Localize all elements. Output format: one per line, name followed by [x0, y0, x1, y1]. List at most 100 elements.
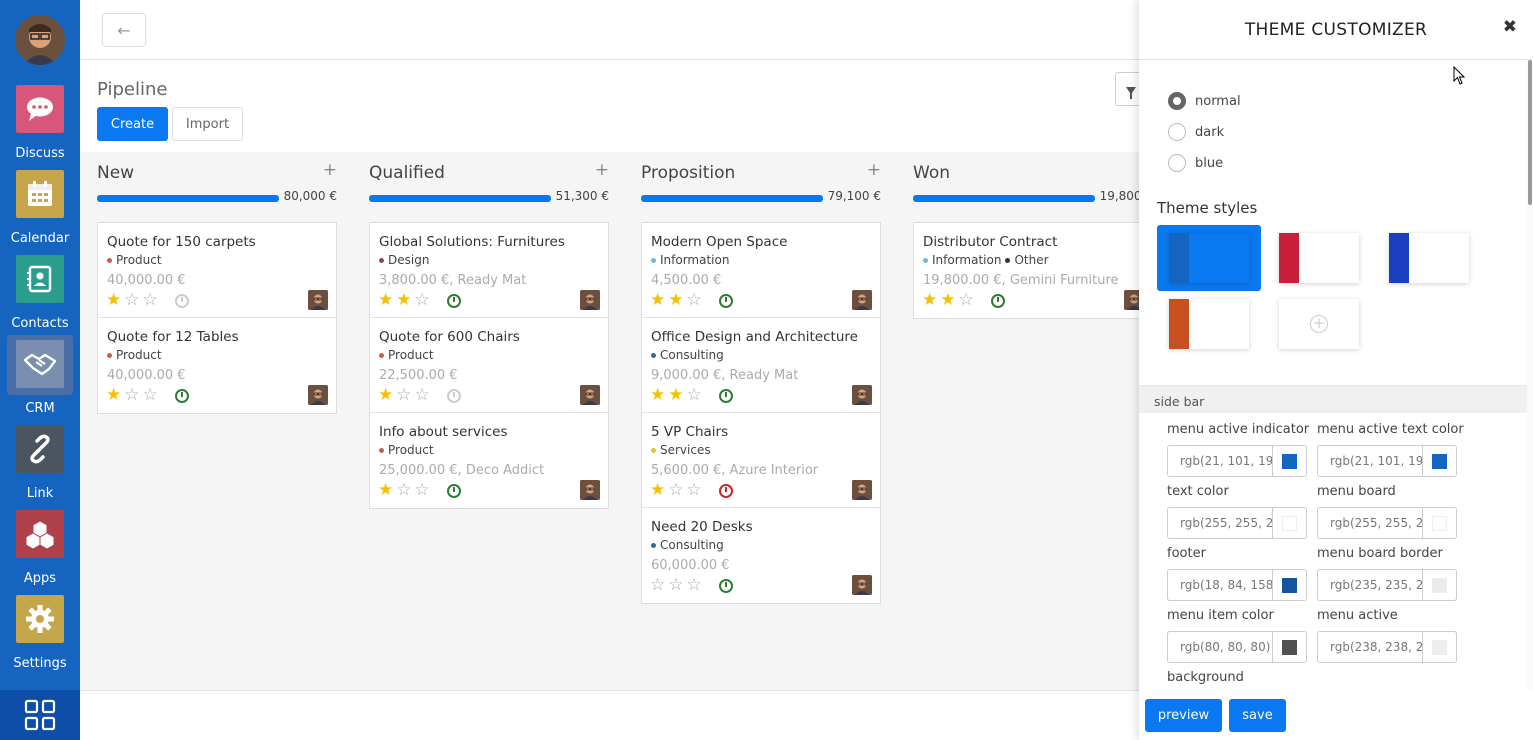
add-card-plus-icon[interactable]: + — [594, 160, 609, 180]
kanban-card[interactable]: Quote for 150 carpets Product 40,000.00 € ★… — [98, 223, 336, 318]
import-button[interactable]: Import — [172, 107, 243, 141]
menu-board-field[interactable]: rgb(255, 255, 255) — [1317, 507, 1457, 539]
star-icon[interactable]: ★ — [396, 290, 412, 310]
kanban-card[interactable]: Quote for 12 Tables Product 40,000.00 € ★ ☆ ☆ — [98, 318, 336, 413]
star-icon[interactable]: ★ — [922, 290, 938, 310]
priority-stars[interactable]: ★ ☆ ☆ — [378, 385, 433, 405]
color-preview-swatch[interactable] — [1282, 640, 1297, 655]
star-icon[interactable]: ★ — [650, 290, 666, 310]
kanban-card[interactable]: Quote for 600 Chairs Product 22,500.00 € ★ ☆… — [370, 318, 608, 413]
column-progress-bar[interactable] — [97, 195, 279, 202]
text-color-field[interactable]: rgb(255, 255, 255) — [1167, 507, 1307, 539]
kanban-card[interactable]: 5 VP Chairs Services 5,600.00 €, Azure Int… — [642, 413, 880, 508]
star-icon[interactable]: ☆ — [958, 290, 974, 310]
menu-active-text-color-field[interactable]: rgb(21, 101, 192) — [1317, 445, 1457, 477]
kanban-card[interactable]: Need 20 Desks Consulting 60,000.00 € ☆ ☆ ☆ — [642, 508, 880, 603]
star-icon[interactable]: ★ — [378, 385, 394, 405]
star-icon[interactable]: ☆ — [686, 480, 702, 500]
add-theme-style-button[interactable]: + — [1279, 299, 1359, 349]
radio-button[interactable] — [1168, 123, 1186, 141]
color-value-input[interactable]: rgb(235, 235, 235) — [1330, 578, 1422, 592]
section-header-side-bar[interactable]: side bar — [1139, 385, 1527, 413]
activity-clock-icon[interactable] — [719, 484, 733, 498]
add-card-plus-icon[interactable]: + — [322, 160, 337, 180]
kanban-card[interactable]: Info about services Product 25,000.00 €, D… — [370, 413, 608, 508]
color-preview-swatch[interactable] — [1432, 454, 1447, 469]
priority-stars[interactable]: ★ ☆ ☆ — [378, 480, 433, 500]
priority-stars[interactable]: ★ ★ ☆ — [650, 290, 705, 310]
radio-button[interactable] — [1168, 154, 1186, 172]
color-value-input[interactable]: rgb(238, 238, 238) — [1330, 640, 1422, 654]
star-icon[interactable]: ★ — [378, 290, 394, 310]
kanban-card[interactable]: Modern Open Space Information 4,500.00 € ★ ★… — [642, 223, 880, 318]
sidebar-item-contacts[interactable]: Contacts — [0, 255, 80, 340]
star-icon[interactable]: ★ — [106, 385, 122, 405]
star-icon[interactable]: ☆ — [686, 290, 702, 310]
color-preview-swatch[interactable] — [1432, 578, 1447, 593]
activity-clock-icon[interactable] — [447, 294, 461, 308]
star-icon[interactable]: ★ — [650, 385, 666, 405]
theme-mode-normal[interactable]: normal — [1168, 91, 1241, 111]
activity-clock-icon[interactable] — [175, 294, 189, 308]
activity-clock-icon[interactable] — [719, 389, 733, 403]
star-icon[interactable]: ☆ — [650, 575, 666, 595]
color-value-input[interactable]: rgb(21, 101, 192) — [1180, 454, 1272, 468]
priority-stars[interactable]: ★ ★ ☆ — [650, 385, 705, 405]
color-value-input[interactable]: rgb(255, 255, 255) — [1330, 516, 1422, 530]
activity-clock-icon[interactable] — [719, 294, 733, 308]
star-icon[interactable]: ☆ — [668, 480, 684, 500]
radio-button[interactable] — [1168, 92, 1186, 110]
menu-active-field[interactable]: rgb(238, 238, 238) — [1317, 631, 1457, 663]
priority-stars[interactable]: ★ ☆ ☆ — [106, 290, 161, 310]
sidebar-item-settings[interactable]: Settings — [0, 595, 80, 680]
priority-stars[interactable]: ☆ ☆ ☆ — [650, 575, 705, 595]
star-icon[interactable]: ☆ — [396, 480, 412, 500]
theme-style-swatch[interactable] — [1279, 233, 1359, 283]
color-preview-swatch[interactable] — [1282, 516, 1297, 531]
sidebar-item-crm[interactable]: CRM — [0, 335, 80, 425]
priority-stars[interactable]: ★ ★ ☆ — [922, 290, 977, 310]
color-value-input[interactable]: rgb(18, 84, 158) — [1180, 578, 1272, 592]
sidebar-item-apps[interactable]: Apps — [0, 510, 80, 595]
sidebar-item-calendar[interactable]: Calendar — [0, 170, 80, 255]
column-progress-bar[interactable] — [913, 195, 1095, 202]
star-icon[interactable]: ☆ — [414, 385, 430, 405]
color-preview-swatch[interactable] — [1282, 578, 1297, 593]
color-value-input[interactable]: rgb(21, 101, 192) — [1330, 454, 1422, 468]
activity-clock-icon[interactable] — [447, 389, 461, 403]
star-icon[interactable]: ★ — [668, 385, 684, 405]
column-progress-bar[interactable] — [369, 195, 551, 202]
user-avatar[interactable] — [15, 15, 65, 65]
kanban-card[interactable]: Distributor Contract Information Other 19,8… — [914, 223, 1152, 318]
star-icon[interactable]: ★ — [650, 480, 666, 500]
kanban-card[interactable]: Global Solutions: Furnitures Design 3,800.… — [370, 223, 608, 318]
back-button[interactable]: ← — [102, 13, 146, 47]
star-icon[interactable]: ☆ — [142, 290, 158, 310]
activity-clock-icon[interactable] — [447, 484, 461, 498]
menu-active-indicator-field[interactable]: rgb(21, 101, 192) — [1167, 445, 1307, 477]
color-value-input[interactable]: rgb(255, 255, 255) — [1180, 516, 1272, 530]
save-button[interactable]: save — [1229, 699, 1286, 732]
star-icon[interactable]: ☆ — [414, 290, 430, 310]
theme-style-swatch[interactable] — [1389, 233, 1469, 283]
star-icon[interactable]: ☆ — [142, 385, 158, 405]
menu-item-color-field[interactable]: rgb(80, 80, 80) — [1167, 631, 1307, 663]
scroll-thumb[interactable] — [1528, 60, 1532, 205]
star-icon[interactable]: ★ — [106, 290, 122, 310]
color-preview-swatch[interactable] — [1282, 454, 1297, 469]
footer-field[interactable]: rgb(18, 84, 158) — [1167, 569, 1307, 601]
color-preview-swatch[interactable] — [1432, 516, 1447, 531]
activity-clock-icon[interactable] — [991, 294, 1005, 308]
star-icon[interactable]: ☆ — [668, 575, 684, 595]
star-icon[interactable]: ☆ — [686, 385, 702, 405]
color-preview-swatch[interactable] — [1432, 640, 1447, 655]
star-icon[interactable]: ☆ — [686, 575, 702, 595]
apps-grid-button[interactable] — [0, 690, 80, 740]
star-icon[interactable]: ★ — [378, 480, 394, 500]
star-icon[interactable]: ★ — [668, 290, 684, 310]
column-progress-bar[interactable] — [641, 195, 823, 202]
panel-scrollbar[interactable] — [1527, 60, 1533, 690]
star-icon[interactable]: ☆ — [396, 385, 412, 405]
close-icon[interactable]: ✖ — [1502, 17, 1517, 37]
activity-clock-icon[interactable] — [719, 579, 733, 593]
